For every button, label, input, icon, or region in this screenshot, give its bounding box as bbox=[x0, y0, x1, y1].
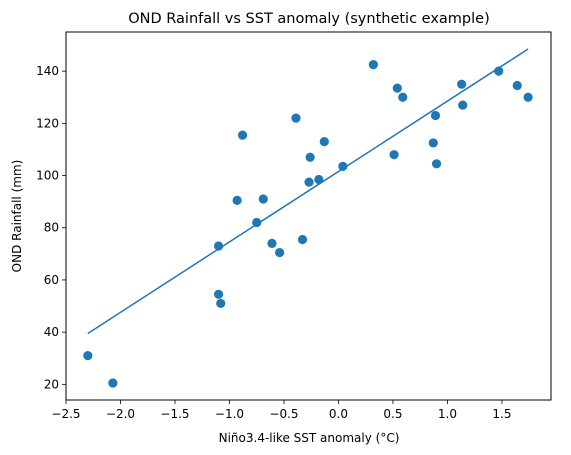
x-tick-label: −2.5 bbox=[51, 407, 80, 421]
data-point bbox=[83, 351, 93, 361]
data-point bbox=[252, 217, 262, 228]
data-point bbox=[216, 298, 226, 309]
x-tick-label: 1.5 bbox=[492, 407, 511, 421]
x-tick-label: 0.5 bbox=[383, 407, 402, 421]
data-point bbox=[267, 238, 277, 249]
x-tick-label: −1.0 bbox=[215, 407, 244, 421]
data-point bbox=[108, 378, 118, 388]
data-point bbox=[389, 150, 399, 160]
data-point bbox=[494, 66, 504, 76]
data-point bbox=[319, 137, 329, 147]
x-tick-label: −0.5 bbox=[269, 407, 298, 421]
y-axis: 20 40 60 80 100 120 140 bbox=[36, 64, 66, 391]
data-point bbox=[237, 130, 248, 140]
plot-area bbox=[83, 48, 533, 388]
y-tick-label: 60 bbox=[44, 273, 59, 287]
x-tick-label: 1.0 bbox=[438, 407, 457, 421]
x-axis: −2.5 −2.0 −1.5 −1.0 −0.5 0.0 0.5 1.0 1.5 bbox=[51, 400, 512, 421]
data-point bbox=[398, 92, 408, 102]
x-tick-label: −1.5 bbox=[160, 407, 189, 421]
data-point bbox=[213, 289, 224, 299]
data-point bbox=[523, 92, 533, 102]
y-tick-label: 140 bbox=[36, 64, 59, 78]
data-point bbox=[338, 161, 348, 172]
data-point bbox=[304, 177, 314, 187]
data-point bbox=[512, 80, 522, 91]
data-point bbox=[232, 195, 242, 205]
plot-frame bbox=[65, 31, 552, 401]
y-tick-label: 20 bbox=[44, 377, 59, 391]
x-axis-label: Niño3.4-like SST anomaly (°C) bbox=[219, 431, 400, 445]
data-point bbox=[457, 79, 467, 89]
data-point bbox=[392, 83, 402, 93]
x-tick-label: 0.0 bbox=[329, 407, 348, 421]
data-point bbox=[430, 110, 441, 121]
y-tick-label: 100 bbox=[36, 169, 59, 183]
y-tick-label: 80 bbox=[44, 221, 59, 235]
data-point bbox=[431, 159, 442, 169]
data-point bbox=[297, 234, 308, 245]
data-point bbox=[213, 241, 224, 251]
y-tick-label: 40 bbox=[44, 325, 59, 339]
data-point bbox=[368, 60, 378, 70]
data-point bbox=[275, 247, 285, 258]
x-tick-label: −2.0 bbox=[106, 407, 135, 421]
regression-line bbox=[87, 48, 529, 335]
data-point bbox=[458, 100, 468, 110]
data-point bbox=[428, 138, 438, 148]
data-point bbox=[291, 113, 301, 123]
data-point bbox=[258, 194, 268, 204]
y-axis-label: OND Rainfall (mm) bbox=[10, 160, 24, 273]
data-point bbox=[305, 152, 315, 162]
chart-title: OND Rainfall vs SST anomaly (synthetic e… bbox=[128, 11, 490, 27]
data-point bbox=[314, 174, 324, 185]
y-tick-label: 120 bbox=[36, 116, 59, 130]
